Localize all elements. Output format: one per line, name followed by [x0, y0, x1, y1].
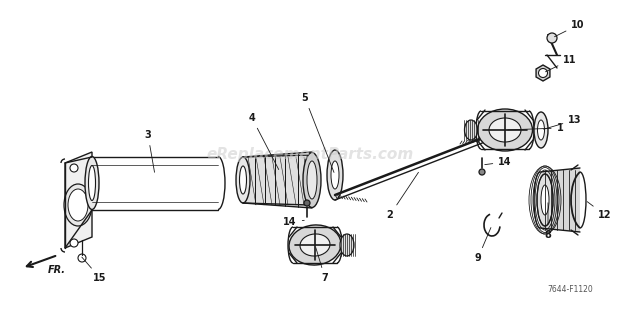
Text: 4: 4 [249, 113, 279, 170]
Text: 14: 14 [283, 217, 304, 227]
Circle shape [539, 69, 547, 78]
Ellipse shape [68, 189, 88, 221]
Ellipse shape [477, 109, 533, 151]
Ellipse shape [537, 174, 553, 226]
Circle shape [304, 200, 310, 206]
Ellipse shape [303, 153, 321, 207]
Ellipse shape [289, 225, 341, 265]
Ellipse shape [300, 234, 330, 256]
Text: eReplacementParts.com: eReplacementParts.com [206, 148, 414, 162]
Polygon shape [540, 168, 580, 232]
Text: 9: 9 [475, 228, 491, 263]
Text: 7: 7 [316, 248, 329, 283]
Text: 1: 1 [508, 123, 564, 133]
Polygon shape [65, 152, 92, 248]
Ellipse shape [464, 120, 477, 140]
Text: FR.: FR. [48, 265, 66, 275]
Polygon shape [92, 157, 218, 210]
Text: 13: 13 [544, 115, 582, 129]
Circle shape [70, 164, 78, 172]
Text: 11: 11 [546, 55, 577, 72]
Text: 2: 2 [387, 172, 418, 220]
Ellipse shape [89, 166, 95, 201]
Circle shape [70, 239, 78, 247]
Text: 15: 15 [82, 257, 107, 283]
Ellipse shape [331, 161, 339, 189]
Text: 8: 8 [544, 203, 551, 240]
Ellipse shape [538, 120, 544, 140]
Text: 12: 12 [587, 202, 612, 220]
Circle shape [479, 169, 485, 175]
Polygon shape [243, 152, 312, 208]
Text: 5: 5 [301, 93, 334, 172]
Ellipse shape [541, 185, 549, 215]
Text: 10: 10 [554, 20, 585, 37]
Ellipse shape [534, 112, 548, 148]
Circle shape [547, 33, 557, 43]
Ellipse shape [64, 184, 92, 226]
Ellipse shape [327, 150, 343, 200]
Ellipse shape [307, 161, 317, 199]
Ellipse shape [236, 157, 250, 203]
Text: 3: 3 [144, 130, 154, 172]
Polygon shape [536, 65, 550, 81]
Ellipse shape [85, 157, 99, 210]
Ellipse shape [489, 118, 521, 142]
Ellipse shape [340, 234, 354, 256]
Ellipse shape [239, 166, 247, 194]
Text: 7644-F1120: 7644-F1120 [547, 286, 593, 294]
Text: 14: 14 [485, 157, 512, 167]
